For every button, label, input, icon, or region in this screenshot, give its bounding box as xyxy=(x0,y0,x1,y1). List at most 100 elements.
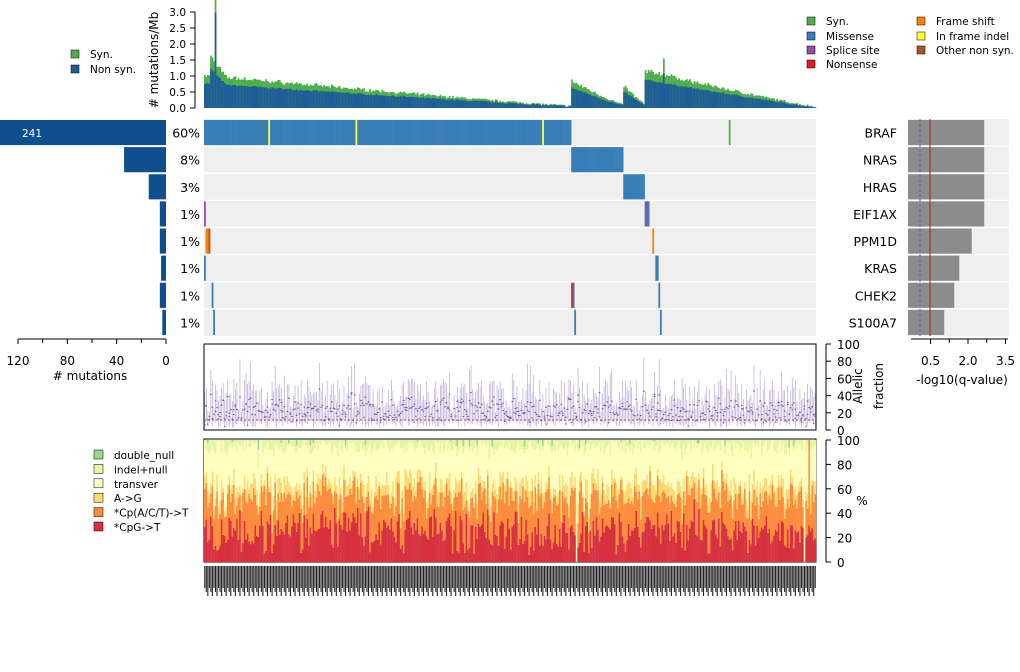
spectrum-cpg xyxy=(623,543,625,562)
spectrum-indel-null xyxy=(532,440,535,450)
spectrum-ag xyxy=(436,486,439,507)
spectrum-transver xyxy=(765,440,768,478)
spectrum-ag xyxy=(259,493,261,507)
spectrum-ag xyxy=(337,494,339,522)
spectrum-ag xyxy=(503,485,506,504)
spectrum-transver xyxy=(739,450,742,482)
spectrum-cpact xyxy=(554,495,557,525)
spectrum-cpg xyxy=(517,544,520,562)
spectrum-ag xyxy=(620,475,622,480)
spectrum-transver xyxy=(702,449,705,469)
burden-bar-nonsyn xyxy=(757,98,760,108)
spectrum-cpact xyxy=(747,518,749,553)
spectrum-indel-null xyxy=(208,440,211,454)
spectrum-indel-null xyxy=(277,440,280,448)
oncoprint-cell-braf xyxy=(557,120,560,146)
spectrum-transver xyxy=(477,441,480,468)
spectrum-transver xyxy=(768,449,771,485)
oncoprint-cell-braf xyxy=(332,120,335,146)
spectrum-indel-null xyxy=(689,440,691,444)
burden-bar-nonsyn xyxy=(733,94,736,108)
spectrum-indel-null xyxy=(760,440,763,457)
spectrum-ag xyxy=(416,470,419,483)
spectrum-indel-null xyxy=(659,440,662,450)
spectrum-cpact xyxy=(485,504,488,539)
spectrum-cpact xyxy=(733,500,736,531)
oncoprint-cell-braf xyxy=(500,120,503,146)
spectrum-transver xyxy=(222,440,225,488)
burden-bar-nonsyn xyxy=(367,95,370,108)
spectrum-cpact xyxy=(788,507,791,548)
spectrum-cpact xyxy=(378,486,381,523)
spectrum-cpg xyxy=(690,520,693,562)
spectrum-cpg xyxy=(231,536,234,562)
spectrum-cpact xyxy=(502,482,505,523)
spectrum-cpg xyxy=(436,534,439,562)
spectrum-transver xyxy=(275,444,278,501)
spectrum-indel-null xyxy=(615,440,618,441)
oncoprint-cell-braf xyxy=(532,120,535,146)
spectrum-cpg xyxy=(415,530,417,562)
spectrum-cpact xyxy=(404,485,407,531)
spectrum-indel-null xyxy=(715,440,717,449)
burden-bar-nonsyn xyxy=(298,90,301,108)
spectrum-ag xyxy=(630,488,633,502)
spectrum-transver xyxy=(797,443,800,486)
spectrum-cpg xyxy=(456,550,459,562)
oncoprint-cell-braf xyxy=(441,120,443,146)
legend-spectrum-swatch xyxy=(93,478,104,489)
spectrum-transver xyxy=(638,444,641,485)
spectrum-cpg xyxy=(375,534,378,562)
oncoprint-cell-braf xyxy=(292,120,295,146)
oncoprint-cell-hras xyxy=(643,174,645,200)
spectrum-cpg xyxy=(653,525,656,562)
burden-bar-nonsyn xyxy=(242,86,244,108)
spectrum-cpact xyxy=(418,481,420,535)
spectrum-ag xyxy=(499,472,502,487)
spectrum-cpact xyxy=(262,491,264,527)
spectrum-ag xyxy=(739,481,742,487)
spectrum-transver xyxy=(698,445,700,474)
spectrum-cpact xyxy=(653,502,656,526)
spectrum-cpg xyxy=(494,534,497,562)
spectrum-ag xyxy=(658,479,661,496)
spectrum-ag xyxy=(534,474,537,488)
spectrum-cpg xyxy=(431,536,434,562)
burden-bar-nonsyn xyxy=(529,105,532,108)
spectrum-cpg xyxy=(684,550,687,562)
spectrum-ag xyxy=(759,482,762,494)
spectrum-cpg xyxy=(341,529,344,562)
spectrum-cpact xyxy=(701,494,703,541)
oncoprint-cell-braf xyxy=(269,120,272,146)
burden-bar-nonsyn xyxy=(610,102,613,108)
spectrum-ag xyxy=(413,477,416,497)
spectrum-transver xyxy=(598,442,601,501)
spectrum-cpg xyxy=(539,545,541,562)
burden-bar-nonsyn xyxy=(346,92,349,108)
spectrum-cpg xyxy=(474,526,477,562)
oncoprint-cell-braf xyxy=(565,120,567,146)
spectrum-indel-null xyxy=(343,440,345,442)
spectrum-cpg xyxy=(300,552,303,562)
spectrum-indel-null xyxy=(733,440,736,443)
spectrum-indel-null xyxy=(768,440,771,450)
burden-bar-nonsyn xyxy=(237,85,240,108)
oncoprint-cell-braf xyxy=(444,120,446,146)
burden-bar-nonsyn xyxy=(266,88,269,108)
spectrum-ag xyxy=(289,485,292,495)
oncoprint-cell-braf xyxy=(539,120,541,146)
spectrum-cpact xyxy=(589,509,592,531)
spectrum-ag xyxy=(783,503,786,520)
burden-bar-nonsyn xyxy=(246,86,249,108)
spectrum-indel-null xyxy=(404,440,407,445)
spectrum-transver xyxy=(744,450,746,483)
spectrum-cpg xyxy=(214,545,217,562)
spectrum-cpg xyxy=(549,539,552,562)
burden-bar-nonsyn xyxy=(679,86,682,108)
spectrum-cpact xyxy=(496,513,498,536)
spectrum-double-null xyxy=(629,440,632,444)
spectrum-cpg xyxy=(413,522,416,562)
burden-bar-nonsyn xyxy=(294,90,296,108)
spectrum-transver xyxy=(233,446,235,469)
spectrum-ag xyxy=(708,497,711,513)
